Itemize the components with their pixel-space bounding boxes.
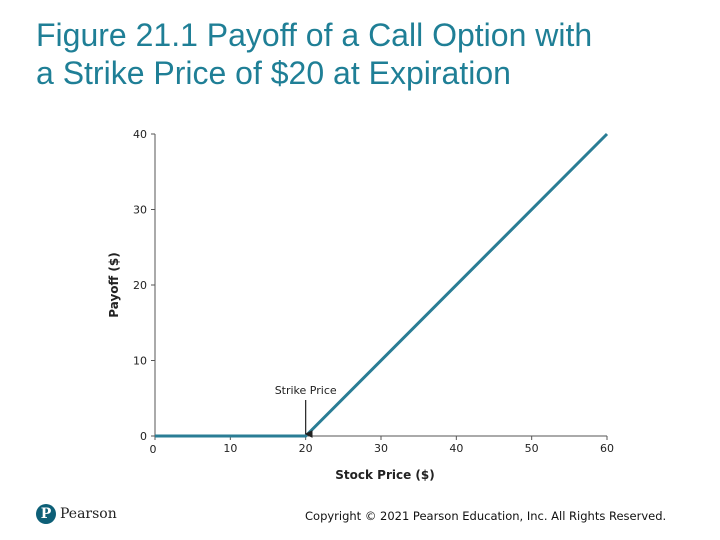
y-tick-label: 10	[133, 355, 147, 368]
x-tick-label: 0	[150, 443, 157, 456]
copyright-notice: Copyright © 2021 Pearson Education, Inc.…	[305, 509, 667, 523]
annotation-label: Strike Price	[275, 384, 337, 397]
y-tick-label: 20	[133, 279, 147, 292]
x-tick-label: 40	[449, 442, 463, 455]
payoff-line	[155, 132, 609, 438]
x-tick-label: 30	[374, 442, 388, 455]
y-axis-label: Payoff ($)	[107, 252, 121, 317]
x-axis-label: Stock Price ($)	[335, 468, 434, 482]
x-tick-label: 10	[223, 442, 237, 455]
pearson-logo-icon: P	[36, 504, 56, 524]
pearson-logo: P Pearson	[36, 502, 117, 526]
slide-title: Figure 21.1 Payoff of a Call Option with…	[36, 16, 696, 92]
title-line-2: a Strike Price of $20 at Expiration	[36, 55, 511, 91]
x-tick-label: 60	[600, 442, 614, 455]
pearson-logo-text: Pearson	[60, 506, 117, 522]
title-line-1: Figure 21.1 Payoff of a Call Option with	[36, 17, 593, 53]
x-tick-label: 20	[299, 442, 313, 455]
x-tick-label: 50	[525, 442, 539, 455]
y-tick-label: 40	[133, 128, 147, 141]
y-tick-label: 0	[140, 430, 147, 443]
y-tick-label: 30	[133, 204, 147, 217]
